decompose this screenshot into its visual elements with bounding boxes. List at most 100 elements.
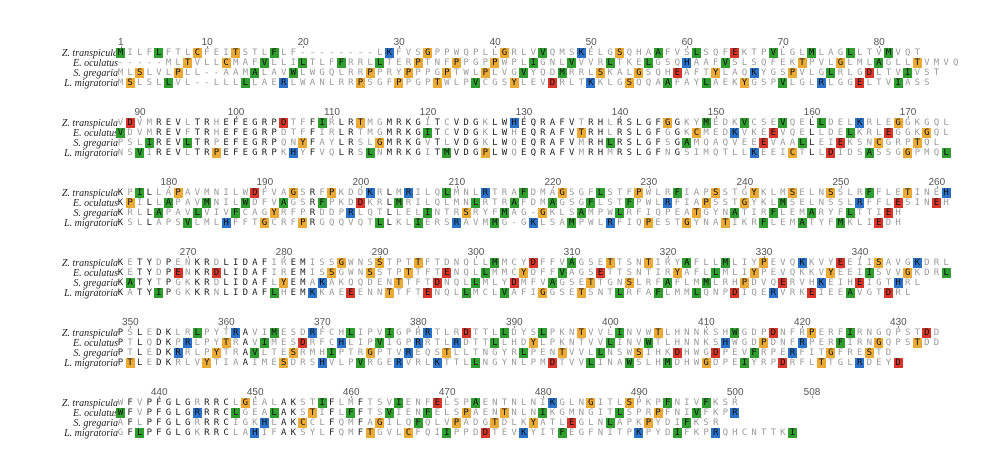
residue: A: [252, 208, 258, 218]
residue: N: [434, 58, 440, 68]
residue: E: [799, 128, 805, 138]
position-number: 80: [873, 37, 885, 48]
residue: F: [290, 218, 296, 228]
residue: W: [588, 218, 594, 228]
residue: P: [530, 348, 536, 358]
residue: T: [501, 398, 508, 408]
residue: R: [338, 78, 344, 88]
residue: K: [684, 128, 690, 138]
species-name: E. oculatus: [73, 268, 118, 279]
residue: F: [386, 78, 392, 88]
residue: L: [175, 428, 181, 438]
residue: P: [404, 68, 413, 78]
residue: P: [117, 358, 124, 368]
residue: T: [415, 268, 421, 278]
position-number: 410: [698, 317, 715, 328]
residue: Y: [501, 358, 508, 368]
residue: S: [175, 218, 181, 228]
residue: S: [559, 288, 565, 298]
residue: P: [770, 348, 776, 358]
residue: F: [540, 268, 546, 278]
residue: I: [434, 428, 440, 438]
residue: Q: [434, 188, 440, 198]
residue: G: [885, 138, 892, 148]
residue: L: [520, 398, 527, 408]
residue: P: [165, 258, 172, 268]
residue: L: [434, 418, 440, 428]
residue: W: [645, 188, 652, 198]
residue: P: [376, 68, 383, 78]
residue: D: [125, 118, 135, 128]
residue: S: [125, 78, 135, 88]
residue: T: [912, 58, 922, 68]
residue: E: [127, 258, 133, 268]
residue: L: [146, 208, 152, 218]
residue: R: [261, 118, 268, 128]
residue: P: [204, 348, 210, 358]
residue: G: [500, 48, 509, 58]
residue: A: [252, 258, 258, 268]
residue: Y: [146, 258, 152, 268]
residue: T: [386, 268, 392, 278]
residue: S: [876, 268, 882, 278]
residue: C: [444, 118, 450, 128]
residue: R: [933, 258, 940, 268]
position-number: 40: [489, 37, 501, 48]
residue: F: [749, 348, 759, 358]
residue: A: [261, 78, 268, 88]
residue: F: [674, 278, 680, 288]
residue: L: [490, 338, 500, 348]
residue: S: [501, 78, 508, 88]
residue: S: [568, 188, 575, 198]
residue: A: [511, 188, 517, 198]
residue: R: [261, 128, 268, 138]
residue: L: [722, 68, 728, 78]
residue: L: [269, 288, 279, 298]
residue: K: [912, 258, 922, 268]
residue: I: [357, 328, 364, 338]
residue: L: [596, 188, 605, 198]
residue: L: [828, 78, 834, 88]
residue: V: [540, 278, 546, 288]
residue: T: [384, 288, 394, 298]
residue: V: [117, 118, 124, 128]
residue: L: [607, 128, 613, 138]
residue: S: [607, 188, 613, 198]
residue: F: [336, 58, 346, 68]
residue: T: [933, 68, 940, 78]
residue: L: [183, 138, 193, 148]
residue: L: [319, 58, 325, 68]
residue: Q: [933, 118, 940, 128]
residue: R: [663, 198, 673, 208]
species-name: E. oculatus: [73, 128, 118, 139]
residue: F: [559, 128, 565, 138]
residue: S: [760, 118, 767, 128]
species-labels: Z. transpicula E. oculatus S. gregaria L. m…: [6, 258, 118, 299]
residue: H: [893, 278, 903, 288]
residue: F: [261, 288, 268, 298]
residue: C: [482, 78, 488, 88]
residue: T: [386, 348, 392, 358]
residue: Y: [213, 338, 220, 348]
residue: R: [605, 218, 615, 228]
residue: I: [732, 218, 738, 228]
residue: L: [732, 258, 738, 268]
residue: P: [626, 418, 632, 428]
residue: I: [317, 118, 327, 128]
residue: L: [692, 288, 701, 298]
residue: K: [482, 128, 488, 138]
residue: K: [664, 348, 671, 358]
residue: I: [309, 258, 316, 268]
residue: T: [876, 348, 882, 358]
residue: R: [280, 258, 287, 268]
residue: G: [856, 68, 863, 78]
residue: M: [836, 218, 845, 228]
residue: M: [165, 58, 172, 68]
residue: S: [376, 398, 383, 408]
species-name: Z. transpicula: [61, 328, 118, 339]
residue: K: [760, 198, 767, 208]
residue: T: [309, 58, 316, 68]
residue: V: [578, 58, 584, 68]
residue: R: [837, 68, 844, 78]
residue: A: [509, 198, 519, 208]
